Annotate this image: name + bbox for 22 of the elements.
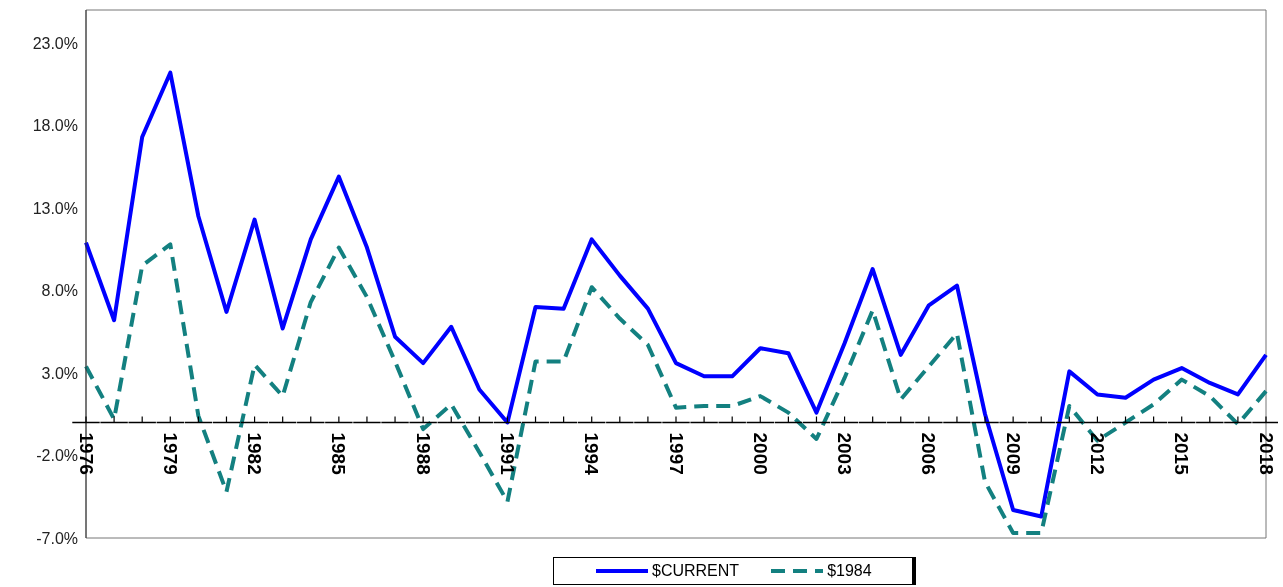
y-tick-label: 13.0% (32, 199, 78, 217)
x-tick-label: 2003 (834, 432, 856, 475)
x-tick-label: 2000 (749, 432, 771, 475)
x-tick-label: 1979 (159, 432, 181, 475)
x-tick-label: 1994 (581, 432, 603, 476)
x-tick-label: 2006 (918, 432, 940, 475)
y-tick-label: 8.0% (41, 282, 78, 300)
y-tick-label: 18.0% (32, 117, 78, 135)
x-tick-label: 1991 (496, 432, 518, 476)
x-tick-label: 2012 (1086, 432, 1108, 475)
legend-label: $CURRENT (652, 562, 740, 580)
x-tick-label: 1988 (412, 432, 434, 475)
x-tick-label: 1982 (244, 432, 266, 475)
x-tick-label: 1985 (328, 432, 350, 476)
x-tick-label: 2018 (1255, 432, 1277, 475)
legend-label: $1984 (827, 562, 872, 580)
x-tick-label: 2015 (1171, 432, 1193, 476)
x-tick-label: 1997 (665, 432, 687, 475)
y-tick-label: 23.0% (32, 34, 78, 52)
y-tick-label: 3.0% (41, 364, 78, 382)
y-tick-label: -7.0% (36, 529, 78, 547)
x-tick-label: 2009 (1002, 432, 1024, 475)
